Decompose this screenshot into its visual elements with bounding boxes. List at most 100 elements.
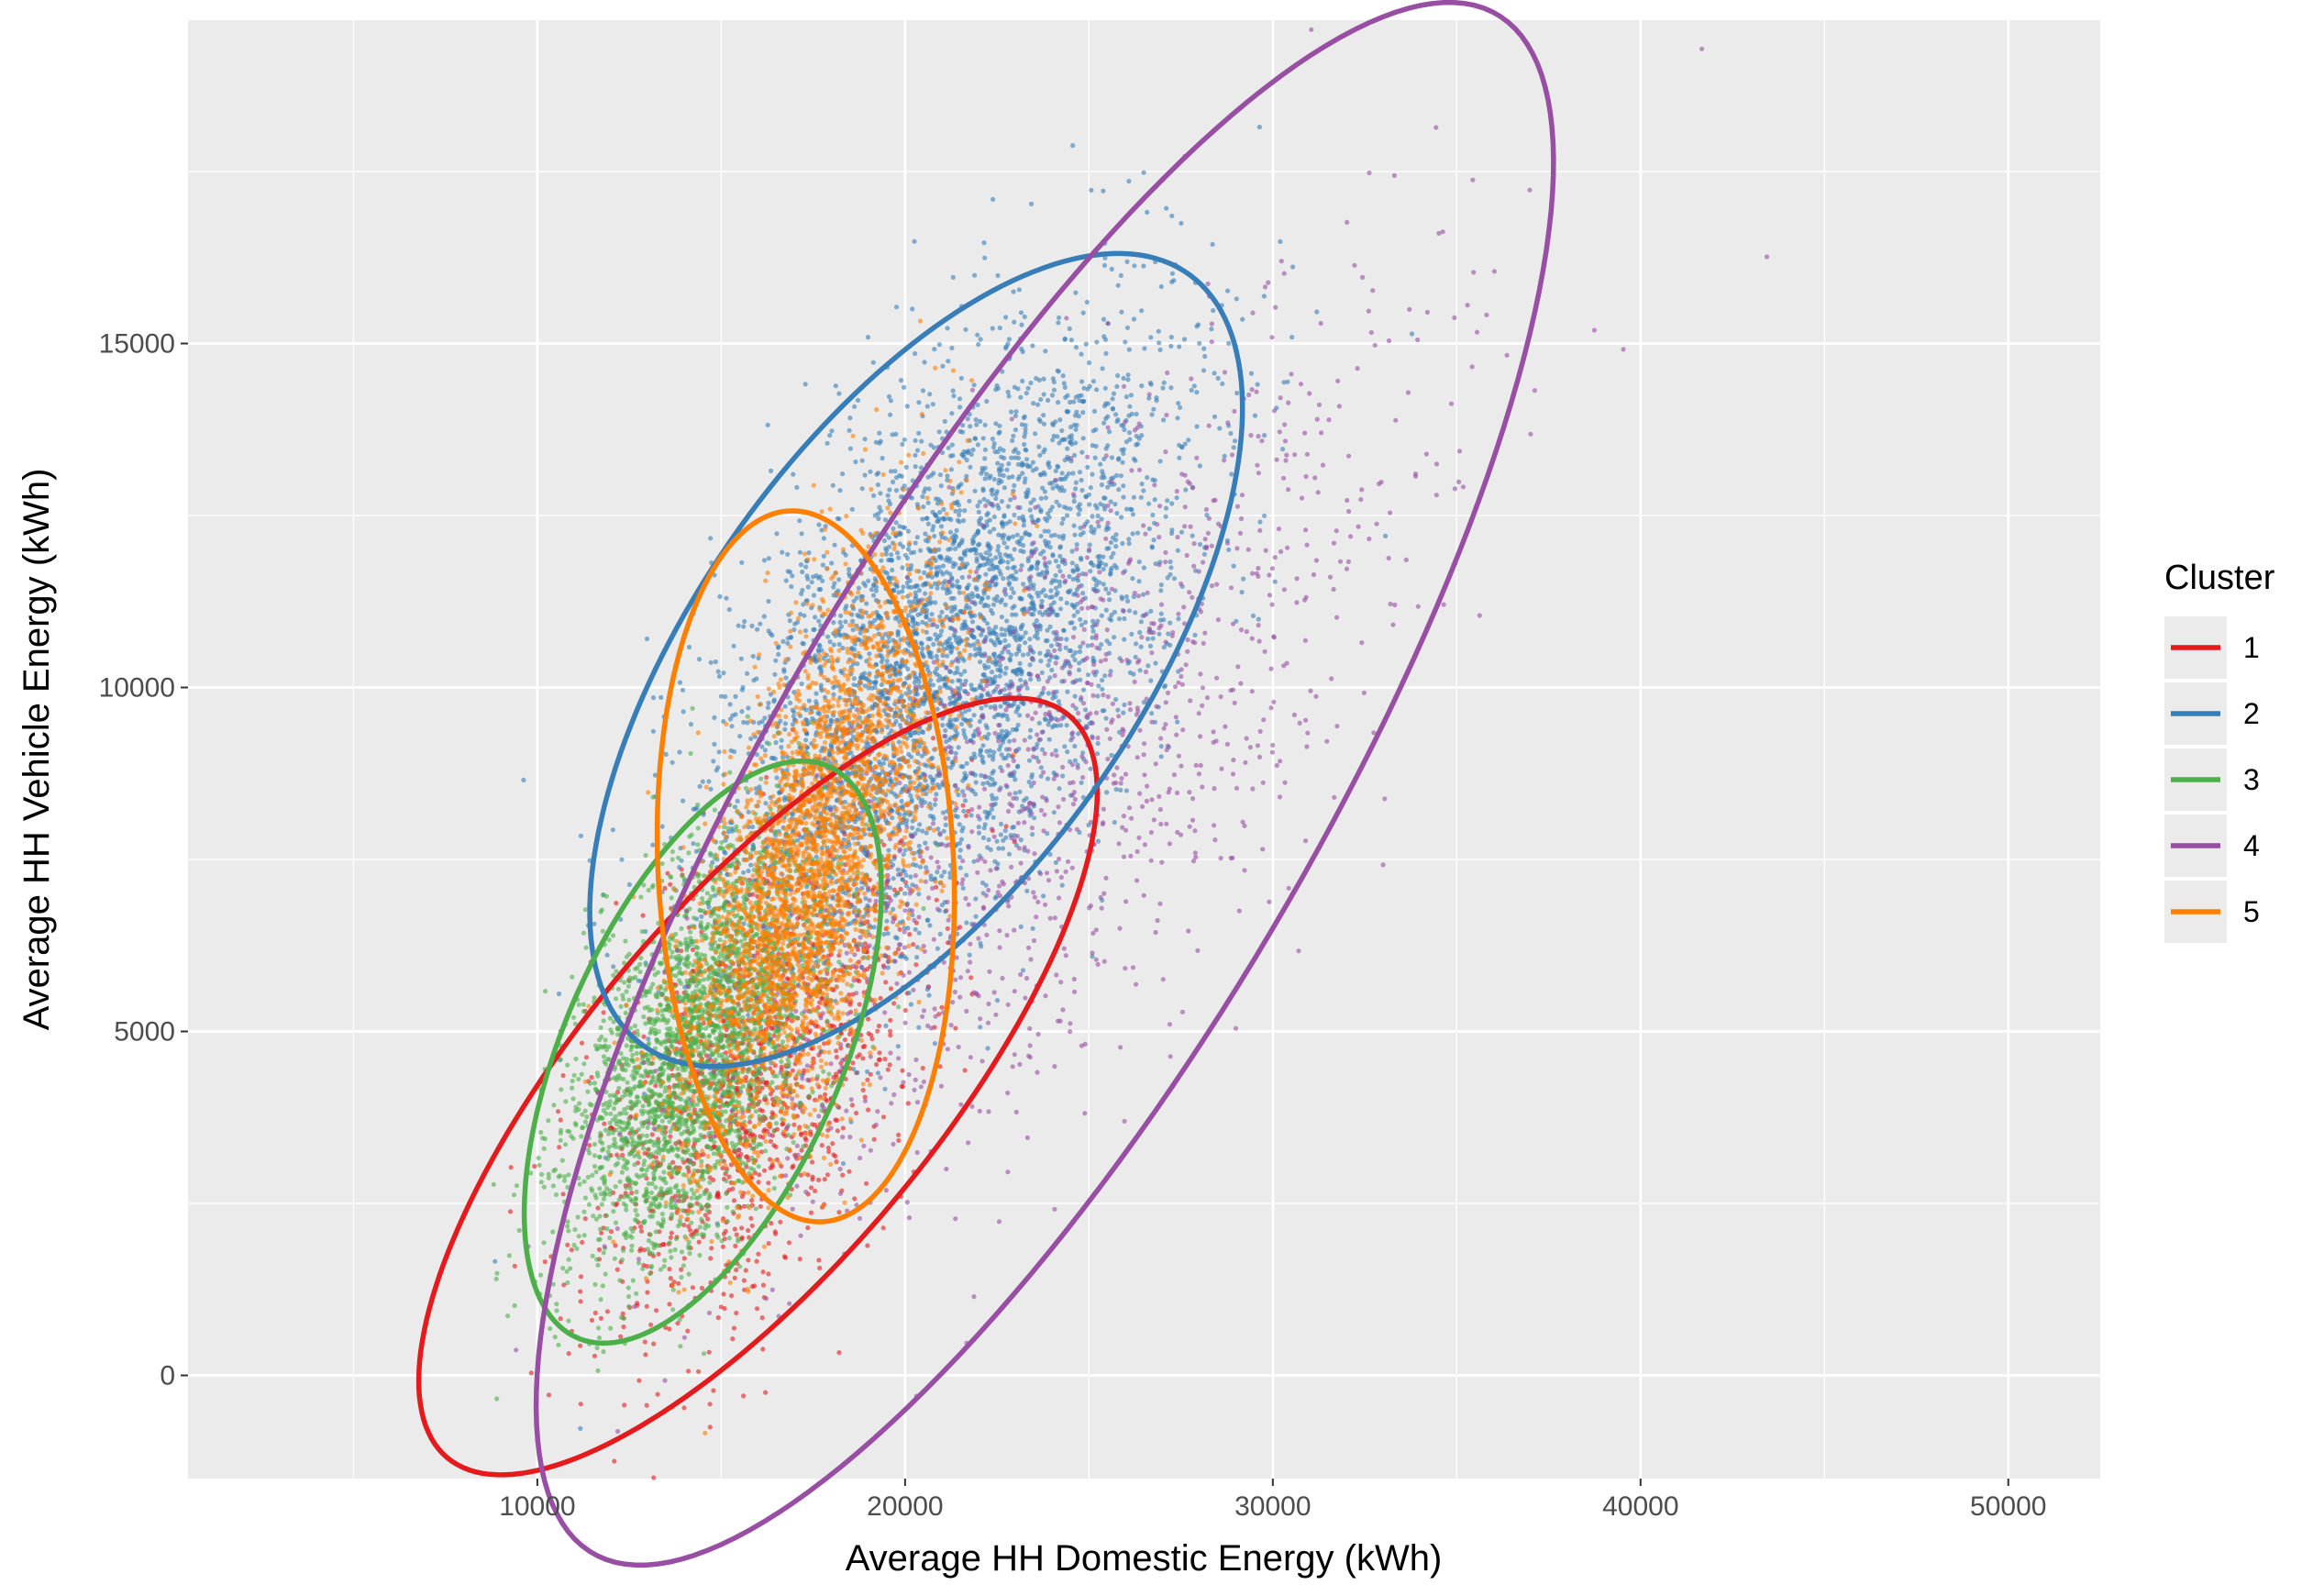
data-point (855, 947, 861, 952)
data-point (1076, 731, 1081, 737)
data-point (779, 745, 784, 750)
data-point (690, 1285, 696, 1291)
data-point (1138, 619, 1144, 625)
data-point (1022, 480, 1027, 485)
data-point (993, 495, 999, 502)
data-point (965, 416, 970, 422)
data-point (1050, 485, 1056, 491)
data-point (766, 700, 771, 706)
data-point (910, 306, 915, 312)
data-point (891, 906, 896, 913)
data-point (836, 953, 842, 959)
data-point (800, 569, 805, 575)
data-point (1101, 582, 1106, 587)
data-point (1014, 671, 1020, 677)
data-point (1019, 422, 1024, 427)
data-point (856, 585, 862, 591)
data-point (758, 621, 763, 626)
data-point (991, 749, 997, 755)
data-point (1010, 438, 1015, 443)
data-point (875, 511, 881, 516)
data-point (817, 574, 823, 580)
data-point (1003, 627, 1009, 633)
data-point (1029, 771, 1035, 778)
data-point (840, 471, 846, 477)
data-point (996, 505, 1002, 511)
data-point (901, 544, 906, 549)
data-point (979, 595, 985, 601)
data-point (1064, 637, 1069, 642)
data-point (908, 780, 913, 785)
data-point (761, 1168, 768, 1173)
data-point (772, 756, 778, 761)
data-point (1069, 620, 1075, 626)
data-point (958, 482, 964, 487)
data-point (556, 1109, 561, 1114)
data-point (797, 549, 803, 555)
data-point (919, 438, 924, 444)
data-point (1250, 613, 1256, 619)
data-point (1176, 616, 1181, 622)
data-point (878, 491, 883, 496)
data-point (829, 560, 835, 566)
data-point (1068, 338, 1074, 343)
data-point (1053, 654, 1058, 660)
data-point (831, 1152, 836, 1158)
data-point (731, 643, 736, 648)
data-point (1057, 579, 1062, 584)
data-point (1028, 500, 1034, 505)
data-point (930, 402, 935, 407)
data-point (1005, 565, 1011, 571)
data-point (749, 1223, 755, 1228)
data-point (828, 952, 835, 958)
data-point (1116, 616, 1123, 622)
data-point (1101, 262, 1108, 268)
data-point (949, 583, 955, 589)
data-point (1002, 485, 1007, 491)
data-point (1070, 577, 1076, 582)
data-point (969, 686, 975, 692)
data-point (1027, 593, 1033, 598)
data-point (886, 535, 891, 540)
data-point (1079, 399, 1085, 405)
data-point (968, 424, 973, 429)
data-point (1112, 819, 1117, 826)
data-point (913, 962, 919, 968)
data-point (860, 1056, 866, 1061)
data-point (894, 660, 900, 666)
data-point (906, 613, 912, 618)
data-point (592, 1310, 598, 1315)
data-point (871, 493, 877, 498)
data-point (924, 865, 929, 870)
data-point (832, 542, 837, 548)
data-point (1116, 487, 1122, 493)
data-point (763, 1390, 769, 1395)
data-point (561, 1282, 567, 1288)
data-point (1108, 499, 1113, 504)
data-point (879, 558, 884, 563)
data-point (993, 581, 999, 587)
data-point (999, 728, 1005, 734)
data-point (960, 764, 966, 770)
data-point (901, 584, 906, 590)
data-point (637, 1248, 643, 1254)
data-point (1041, 392, 1046, 397)
data-point (1189, 387, 1194, 393)
data-point (1169, 530, 1175, 537)
data-point (900, 441, 905, 447)
data-point (1009, 586, 1014, 592)
data-point (1124, 259, 1130, 264)
data-point (1050, 725, 1056, 730)
data-point (910, 825, 915, 831)
data-point (978, 515, 983, 521)
data-point (953, 750, 958, 756)
data-point (1197, 541, 1203, 548)
data-point (667, 1302, 672, 1307)
data-point (1255, 382, 1260, 387)
data-point (993, 659, 999, 664)
data-point (785, 551, 791, 557)
data-point (1093, 582, 1099, 588)
data-point (1051, 387, 1057, 393)
data-point (930, 527, 935, 533)
data-point (978, 552, 983, 558)
